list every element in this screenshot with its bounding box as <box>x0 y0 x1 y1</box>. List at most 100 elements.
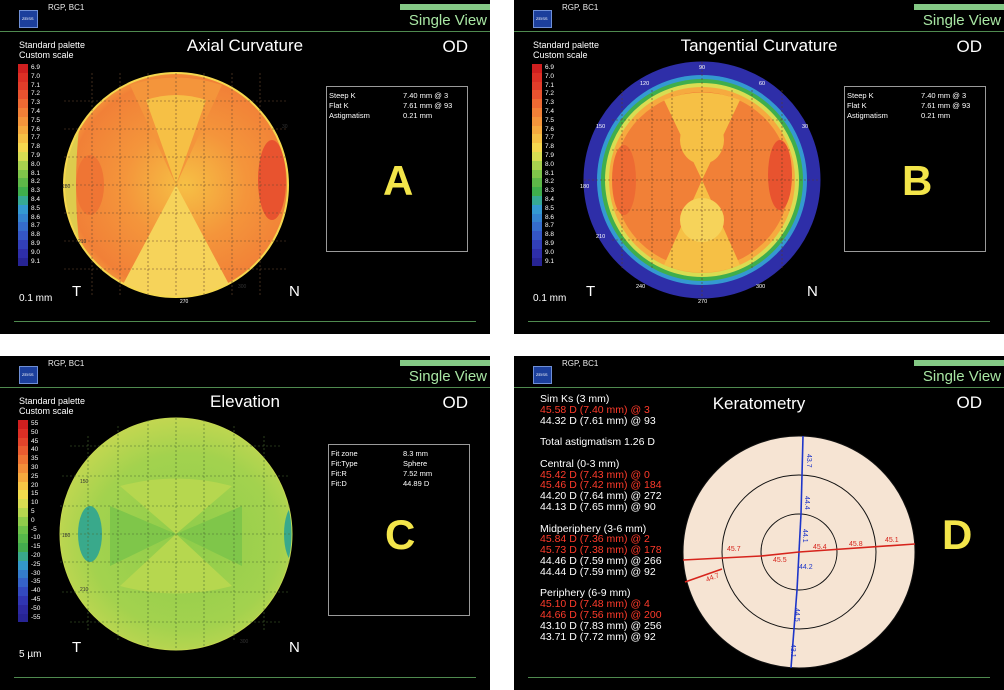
scale-label: 55 <box>31 420 39 427</box>
panel-letter: A <box>383 157 414 204</box>
axial-curvature-map[interactable]: 180 210 270 300 30 <box>50 60 320 310</box>
scale-label: 8.5 <box>31 204 41 212</box>
scale-label: 50 <box>31 428 39 436</box>
scale-label: -40 <box>31 587 41 595</box>
scale-swatch <box>532 64 542 73</box>
axis-label-300: 300 <box>240 639 249 645</box>
scale-label: -55 <box>31 613 41 621</box>
scale-swatch <box>532 204 542 214</box>
scale-swatch <box>18 534 28 544</box>
scale-label: -50 <box>31 604 41 612</box>
scale-label: 25 <box>31 472 39 480</box>
header-divider <box>0 387 490 388</box>
scale-swatch <box>532 99 542 108</box>
scale-label: 7.9 <box>545 151 555 159</box>
info-label: Astigmatism <box>329 111 370 120</box>
scale-swatch <box>532 125 542 135</box>
tangential-curvature-map[interactable]: 90 120 60 150 30 180 210 240 270 300 <box>564 60 834 310</box>
elevation-map[interactable]: 150 180 210 300 <box>50 416 320 666</box>
panel-tangential-curvature: ZEISS RGP, BC1 Single View Standard pale… <box>514 0 1004 334</box>
eye-label: OD <box>956 37 983 56</box>
scale-swatch <box>18 64 28 73</box>
palette-label: Standard palette Custom scale <box>533 40 599 60</box>
view-mode-label[interactable]: Single View <box>922 12 1001 29</box>
info-value: 7.61 mm @ 93 <box>403 101 453 110</box>
view-mode-label[interactable]: Single View <box>922 368 1001 385</box>
scale-label: 8.6 <box>31 213 41 221</box>
keratometry-line: 44.32 D (7.61 mm) @ 93 <box>540 414 656 427</box>
axis-label-210: 210 <box>80 587 89 593</box>
scale-swatch <box>18 420 28 429</box>
scale-swatch <box>532 257 542 267</box>
scale-swatch <box>532 231 542 240</box>
info-label: Flat K <box>329 101 349 110</box>
scale-label: 7.7 <box>31 134 41 142</box>
value-label: 43.1 <box>789 644 796 658</box>
scale-swatch <box>18 428 28 438</box>
scale-swatch <box>532 213 542 223</box>
temporal-label: T <box>72 639 82 656</box>
scale-label: 8.8 <box>31 231 41 239</box>
exam-label: RGP, BC1 <box>48 3 85 12</box>
scale-label: -15 <box>31 543 41 551</box>
axis-label-150: 150 <box>80 479 89 485</box>
scale-label: 7.8 <box>31 143 41 151</box>
scale-label: 7.3 <box>31 99 41 107</box>
temporal-label: T <box>586 283 596 300</box>
scale-label: 7.0 <box>545 72 555 80</box>
panel-axial-curvature: ZEISS RGP, BC1 Single View Standard pale… <box>0 0 490 334</box>
scale-swatch <box>18 81 28 91</box>
info-value: 44.89 D <box>403 479 430 488</box>
scale-label: 7.5 <box>31 116 41 124</box>
scale-swatch <box>532 195 542 205</box>
scale-label: -30 <box>31 569 41 577</box>
value-label: 45.5 <box>773 557 787 564</box>
scale-label: 30 <box>31 463 39 471</box>
scale-swatch <box>18 551 28 561</box>
scale-label: 8.4 <box>31 195 41 203</box>
panel-letter: C <box>385 511 416 558</box>
view-mode-label[interactable]: Single View <box>408 12 487 29</box>
scale-label: 7.4 <box>545 107 555 115</box>
info-value: 0.21 mm <box>921 111 951 120</box>
scale-name: Custom scale <box>19 406 74 416</box>
nasal-label: N <box>289 639 300 656</box>
zeiss-logo: ZEISS <box>533 10 552 28</box>
scale-swatch <box>18 151 28 161</box>
scale-unit: 0.1 mm <box>19 293 53 304</box>
view-mode-label[interactable]: Single View <box>408 368 487 385</box>
nasal-label: N <box>807 283 818 300</box>
scale-swatch <box>18 490 28 500</box>
palette-label: Standard palette Custom scale <box>19 40 85 60</box>
scale-swatch <box>532 116 542 126</box>
scale-label: 15 <box>31 490 39 498</box>
scale-label: 7.7 <box>545 134 555 142</box>
axis-label-90: 90 <box>699 65 705 71</box>
scale-label: 8.3 <box>545 187 555 195</box>
scale-label: 7.0 <box>31 72 41 80</box>
scale-label: 8.7 <box>545 222 555 230</box>
value-label: 45.1 <box>885 537 899 544</box>
scale-swatch <box>532 178 542 188</box>
scale-label: 8.0 <box>31 160 41 168</box>
scale-swatch <box>532 134 542 144</box>
eye-label: OD <box>442 393 469 412</box>
keratometry-line: 45.84 D (7.36 mm) @ 2 <box>540 533 650 546</box>
scale-unit: 5 µm <box>19 649 42 660</box>
keratometry-line: 45.46 D (7.42 mm) @ 184 <box>540 479 662 492</box>
tab-indicator <box>914 360 1004 366</box>
value-label: 44.7 <box>705 572 720 584</box>
scale-swatch <box>532 187 542 196</box>
info-value: 7.61 mm @ 93 <box>921 101 971 110</box>
k-readings-box: Steep K 7.40 mm @ 3 Flat K 7.61 mm @ 93 … <box>844 86 986 252</box>
keratometry-line: 44.44 D (7.59 mm) @ 92 <box>540 565 656 578</box>
cornea-zone-central <box>760 513 838 591</box>
scale-unit: 0.1 mm <box>533 293 567 304</box>
scale-swatch <box>18 499 28 508</box>
scale-swatch <box>532 143 542 152</box>
keratometry-diagram[interactable]: 43.7 44.4 44.1 44.2 44.5 43.1 45.4 45.8 … <box>679 432 919 672</box>
keratometry-line: Central (0-3 mm) <box>540 457 620 470</box>
axis-label-180: 180 <box>62 184 71 190</box>
footer-divider <box>528 677 990 678</box>
nasal-label: N <box>289 283 300 300</box>
